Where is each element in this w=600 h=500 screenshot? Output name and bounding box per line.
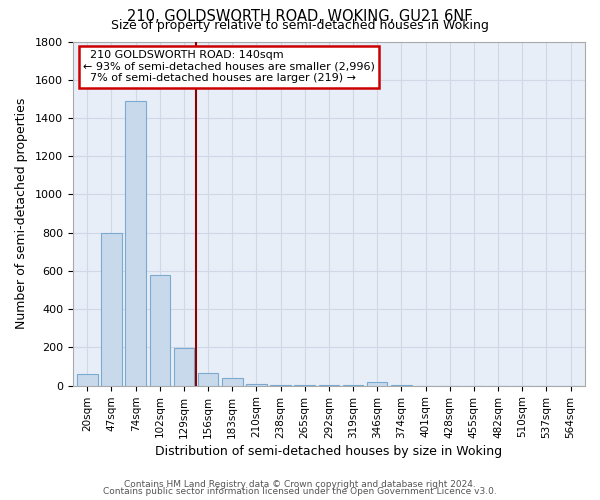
Bar bbox=[246, 384, 266, 386]
Bar bbox=[271, 385, 291, 386]
Text: Contains HM Land Registry data © Crown copyright and database right 2024.: Contains HM Land Registry data © Crown c… bbox=[124, 480, 476, 489]
Bar bbox=[101, 232, 122, 386]
Y-axis label: Number of semi-detached properties: Number of semi-detached properties bbox=[15, 98, 28, 330]
Bar bbox=[173, 348, 194, 386]
Text: 210, GOLDSWORTH ROAD, WOKING, GU21 6NF: 210, GOLDSWORTH ROAD, WOKING, GU21 6NF bbox=[127, 9, 473, 24]
Bar bbox=[77, 374, 98, 386]
Text: 210 GOLDSWORTH ROAD: 140sqm
← 93% of semi-detached houses are smaller (2,996)
  : 210 GOLDSWORTH ROAD: 140sqm ← 93% of sem… bbox=[83, 50, 375, 84]
Bar bbox=[125, 101, 146, 386]
X-axis label: Distribution of semi-detached houses by size in Woking: Distribution of semi-detached houses by … bbox=[155, 444, 502, 458]
Bar bbox=[149, 275, 170, 386]
Text: Contains public sector information licensed under the Open Government Licence v3: Contains public sector information licen… bbox=[103, 487, 497, 496]
Bar bbox=[367, 382, 388, 386]
Bar bbox=[222, 378, 242, 386]
Text: Size of property relative to semi-detached houses in Woking: Size of property relative to semi-detach… bbox=[111, 19, 489, 32]
Bar bbox=[198, 374, 218, 386]
